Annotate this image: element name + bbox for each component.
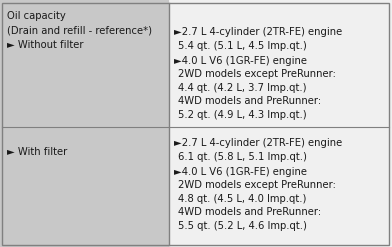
Text: 6.1 qt. (5.8 L, 5.1 Imp.qt.): 6.1 qt. (5.8 L, 5.1 Imp.qt.)	[178, 152, 307, 162]
Text: 2WD models except PreRunner:: 2WD models except PreRunner:	[178, 180, 336, 190]
Text: ► Without filter: ► Without filter	[7, 40, 83, 49]
Text: Oil capacity: Oil capacity	[7, 11, 66, 21]
Text: 5.4 qt. (5.1 L, 4.5 Imp.qt.): 5.4 qt. (5.1 L, 4.5 Imp.qt.)	[178, 41, 307, 51]
Text: ►2.7 L 4-cylinder (2TR-FE) engine: ►2.7 L 4-cylinder (2TR-FE) engine	[174, 27, 343, 37]
Text: 4.4 qt. (4.2 L, 3.7 Imp.qt.): 4.4 qt. (4.2 L, 3.7 Imp.qt.)	[178, 83, 307, 93]
Text: ►4.0 L V6 (1GR-FE) engine: ►4.0 L V6 (1GR-FE) engine	[174, 56, 307, 65]
Bar	[0, 0, 169, 247]
Text: 5.2 qt. (4.9 L, 4.3 Imp.qt.): 5.2 qt. (4.9 L, 4.3 Imp.qt.)	[178, 110, 307, 120]
Text: 5.5 qt. (5.2 L, 4.6 Imp.qt.): 5.5 qt. (5.2 L, 4.6 Imp.qt.)	[178, 221, 307, 231]
Text: 2WD models except PreRunner:: 2WD models except PreRunner:	[178, 69, 336, 79]
Text: ►2.7 L 4-cylinder (2TR-FE) engine: ►2.7 L 4-cylinder (2TR-FE) engine	[174, 138, 343, 148]
Text: ►4.0 L V6 (1GR-FE) engine: ►4.0 L V6 (1GR-FE) engine	[174, 167, 307, 177]
Text: (Drain and refill - reference*): (Drain and refill - reference*)	[7, 26, 152, 36]
Text: 4WD models and PreRunner:: 4WD models and PreRunner:	[178, 207, 321, 217]
Text: 4WD models and PreRunner:: 4WD models and PreRunner:	[178, 96, 321, 106]
Text: ► With filter: ► With filter	[7, 147, 67, 157]
Text: 4.8 qt. (4.5 L, 4.0 Imp.qt.): 4.8 qt. (4.5 L, 4.0 Imp.qt.)	[178, 194, 307, 204]
Bar	[169, 0, 392, 247]
